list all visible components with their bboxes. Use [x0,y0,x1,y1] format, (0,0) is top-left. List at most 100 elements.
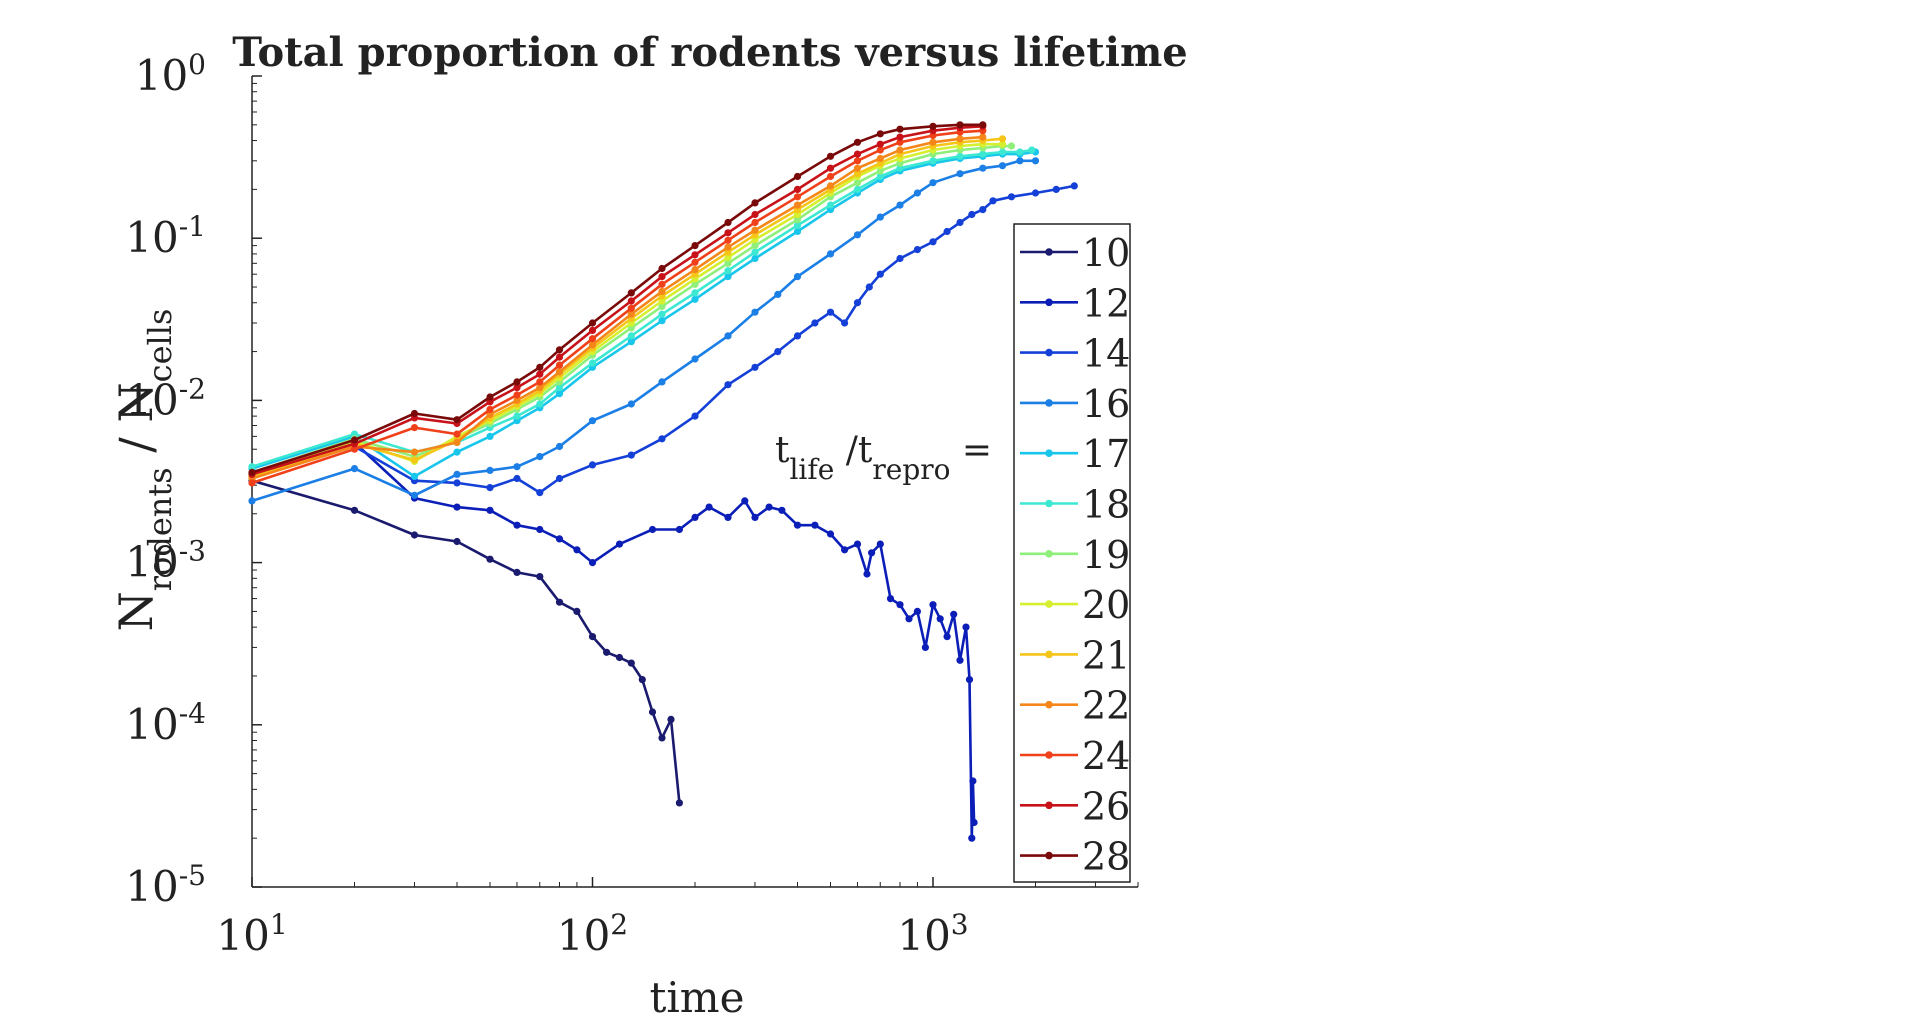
data-point [588,341,597,349]
data-point [513,568,521,577]
data-point [410,531,419,539]
legend-label: 24 [1082,734,1130,778]
data-point [724,513,732,522]
x-tick-label: 101 [216,908,287,960]
legend-label: 18 [1082,483,1130,527]
data-point [853,185,862,193]
data-point [1016,148,1024,156]
data-point [853,170,862,178]
data-point [658,378,666,386]
legend-item: 10 [1020,231,1130,275]
data-point [979,150,987,158]
data-point [853,157,862,165]
data-point [410,448,419,456]
data-point [588,359,597,367]
series-line [251,148,1033,468]
data-point [513,463,521,471]
data-point [969,777,977,785]
data-point [724,218,732,227]
data-point [453,470,461,478]
data-point [658,310,666,318]
data-point [913,189,922,197]
data-point [1007,142,1016,150]
data-point [410,456,419,464]
data-point [896,254,904,263]
data-point [536,573,544,581]
legend-label: 22 [1082,684,1130,728]
data-point [956,121,964,129]
data-point [588,335,597,343]
legend-items: 10 12 14 16 17 18 19 20 21 22 24 26 28 [1020,231,1130,879]
data-point [724,381,732,389]
data-point [536,378,544,386]
series-16 [248,157,1040,505]
data-point [1016,157,1024,165]
data-point [410,472,419,480]
data-point [751,248,759,256]
data-point [751,513,759,522]
x-tick-label: 102 [557,908,628,960]
data-point [555,598,564,606]
data-point [350,506,359,514]
data-point [793,201,802,209]
data-point [979,133,987,141]
data-point [536,384,544,392]
data-point [896,164,904,172]
data-point [555,384,564,392]
data-point [536,363,544,371]
data-point [658,280,666,288]
data-point [573,607,581,616]
data-point [853,299,862,307]
data-point [1052,185,1060,193]
data-point [929,601,937,609]
data-point [853,231,862,239]
data-point [979,164,987,172]
series-28 [248,121,987,476]
data-point [555,353,564,361]
series-24 [248,127,987,487]
data-point [998,135,1007,143]
data-point [615,540,624,548]
data-point [588,326,597,334]
legend-label: 12 [1082,281,1130,325]
series-14 [248,182,1078,497]
data-point [658,302,666,310]
legend-label: 28 [1082,835,1130,879]
data-point [865,283,873,291]
series-12 [248,438,978,842]
data-point [691,289,699,297]
data-point [793,193,802,201]
legend-item: 20 [1020,583,1130,627]
data-point [811,521,819,529]
data-point [876,270,884,278]
series-line [251,441,976,840]
legend-label: 16 [1082,382,1130,426]
data-point [929,157,937,165]
data-point [658,264,666,273]
data-point [453,430,461,438]
data-point [627,451,635,459]
series-10 [248,477,684,807]
legend-marker [1045,600,1053,608]
data-point [658,273,666,281]
data-point [588,417,597,425]
series-line [251,123,983,474]
data-point [603,648,611,656]
data-point [793,273,802,281]
data-point [841,546,849,554]
data-point [248,468,256,476]
legend-marker [1045,751,1053,759]
data-point [513,521,521,529]
legend: 10 12 14 16 17 18 19 20 21 22 24 26 28 [1013,223,1131,883]
data-point [555,442,564,451]
data-point [751,199,759,207]
data-point [248,463,256,471]
data-point [863,570,871,578]
data-point [486,555,494,563]
data-point [513,378,521,386]
data-point [555,361,564,369]
data-point [588,319,597,327]
data-point [675,799,684,807]
legend-item: 28 [1020,835,1130,879]
series-20 [248,140,1007,478]
